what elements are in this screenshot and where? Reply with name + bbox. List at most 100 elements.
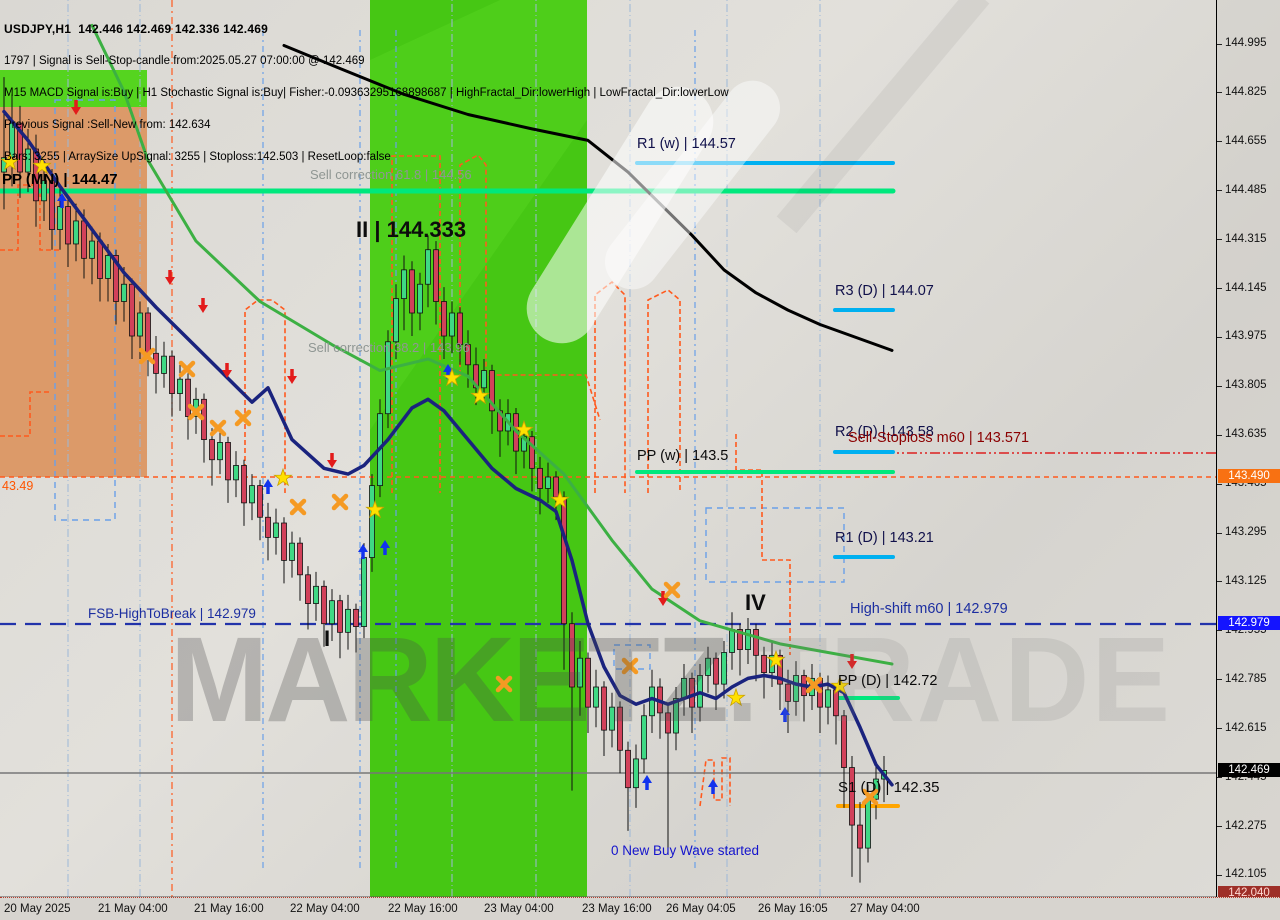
r1-daily-label: R1 (D) | 143.21 (835, 530, 934, 546)
candle-body (761, 654, 767, 674)
sell-arrow-icon (847, 661, 857, 669)
price-tick-label: 142.105 (1225, 868, 1267, 881)
price-highlight-label: 142.040 (1218, 886, 1280, 901)
sell-arrow-icon (222, 370, 232, 378)
candle-body (49, 180, 55, 230)
candle-body (57, 206, 63, 230)
x-mark-icon (187, 403, 205, 421)
sell-arrow-icon (287, 376, 297, 384)
candle-body (857, 824, 863, 849)
price-highlight-label: 142.979 (1218, 615, 1280, 630)
price-tick-mark (1217, 679, 1222, 681)
candle-body (17, 122, 23, 173)
pp-daily-label: PP (D) | 142.72 (838, 673, 938, 689)
watermark-left: MARKETZ (170, 612, 729, 748)
candle-body (369, 485, 375, 558)
price-highlight-label: 142.469 (1218, 762, 1280, 777)
star-icon (550, 489, 570, 509)
sell-correction-382: Sell correction 38.2 | 143.96 (308, 340, 470, 355)
price-tick-mark (1217, 141, 1222, 143)
candle-body (849, 767, 855, 826)
price-tick-label: 142.785 (1225, 672, 1267, 685)
x-mark-icon (331, 493, 349, 511)
time-axis[interactable]: 20 May 2025 21 May 04:00 21 May 16:00 22 Ma… (0, 897, 1280, 920)
star-icon (365, 499, 385, 519)
time-tick-label: 23 May 16:00 (582, 903, 652, 915)
candle-body (569, 623, 575, 688)
candle-body (449, 312, 455, 337)
price-tick-label: 144.485 (1225, 183, 1267, 196)
star-icon (514, 419, 534, 439)
buy-arrow-icon (380, 540, 390, 548)
candle-body (169, 355, 175, 394)
stop-step-line (459, 153, 601, 421)
candle-body (249, 485, 255, 504)
candle-body (753, 629, 759, 656)
price-tick-label: 144.825 (1225, 85, 1267, 98)
candle-body (145, 312, 151, 354)
candle-body (441, 301, 447, 337)
bars-info-line: Bars: 3255 | ArraySize UpSignal: 3255 | … (4, 151, 391, 163)
candle-body (745, 629, 751, 650)
r3-daily-label: R3 (D) | 144.07 (835, 283, 934, 299)
candle-body (241, 465, 247, 504)
candle-body (609, 706, 615, 731)
stop-step-line (244, 299, 286, 493)
candle-body (841, 715, 847, 768)
candle-body (81, 220, 87, 259)
s1-daily-label: S1 (D) | 142.35 (838, 779, 940, 796)
price-tick-mark (1217, 288, 1222, 290)
candle-body (585, 657, 591, 708)
candle-body (537, 467, 543, 489)
x-mark-icon (495, 675, 513, 693)
star-icon (442, 367, 462, 387)
stop-step-line (391, 155, 441, 493)
buy-arrow-icon (263, 479, 273, 487)
sell-arrow-icon (71, 107, 81, 115)
candle-body (473, 364, 479, 389)
price-tick-mark (1217, 336, 1222, 338)
sell-arrow-icon (658, 598, 668, 606)
time-tick-label: 22 May 16:00 (388, 903, 458, 915)
stop-step-line (699, 757, 731, 807)
price-tick-mark (1217, 532, 1222, 534)
time-tick-label: 21 May 16:00 (194, 903, 264, 915)
x-mark-icon (209, 419, 227, 437)
star-icon (470, 385, 490, 405)
star-icon (766, 649, 786, 669)
price-tick-label: 142.275 (1225, 819, 1267, 832)
pp-weekly-label: PP (w) | 143.5 (637, 448, 729, 464)
candle-body (321, 585, 327, 625)
price-tick-label: 144.655 (1225, 134, 1267, 147)
candle-body (417, 283, 423, 314)
price-axis[interactable]: 144.995 144.825 144.655 144.485 144.315 144.1… (1216, 0, 1280, 901)
candle-body (353, 608, 359, 627)
sell-correction-618: Sell correction 61.8 | 144.56 (310, 167, 472, 182)
candle-body (161, 355, 167, 374)
candle-body (577, 657, 583, 688)
time-tick-label: 21 May 04:00 (98, 903, 168, 915)
candle-body (217, 442, 223, 461)
candle-body (41, 180, 47, 202)
price-tick-mark (1217, 190, 1222, 192)
wave-1: I (324, 626, 331, 651)
candle-body (649, 686, 655, 717)
candle-body (329, 600, 335, 625)
candle-body (177, 378, 183, 394)
sell-arrow-icon (165, 277, 175, 285)
watermark: MARKETZ.TRADE (170, 611, 1172, 750)
candle-body (121, 283, 127, 302)
level-4349: 43.49 (2, 479, 34, 493)
buy-arrow-icon (780, 707, 790, 715)
star-icon (0, 151, 20, 171)
candle-body (529, 436, 535, 469)
x-mark-icon (289, 498, 307, 516)
candle-body (793, 675, 799, 702)
x-mark-icon (138, 347, 156, 365)
price-tick-label: 144.995 (1225, 37, 1267, 50)
candle-body (553, 476, 559, 498)
wave-2: II | 144.333 (356, 217, 467, 242)
x-mark-icon (861, 788, 879, 806)
candle-body (225, 442, 231, 481)
sell-arrow-icon (327, 460, 337, 468)
